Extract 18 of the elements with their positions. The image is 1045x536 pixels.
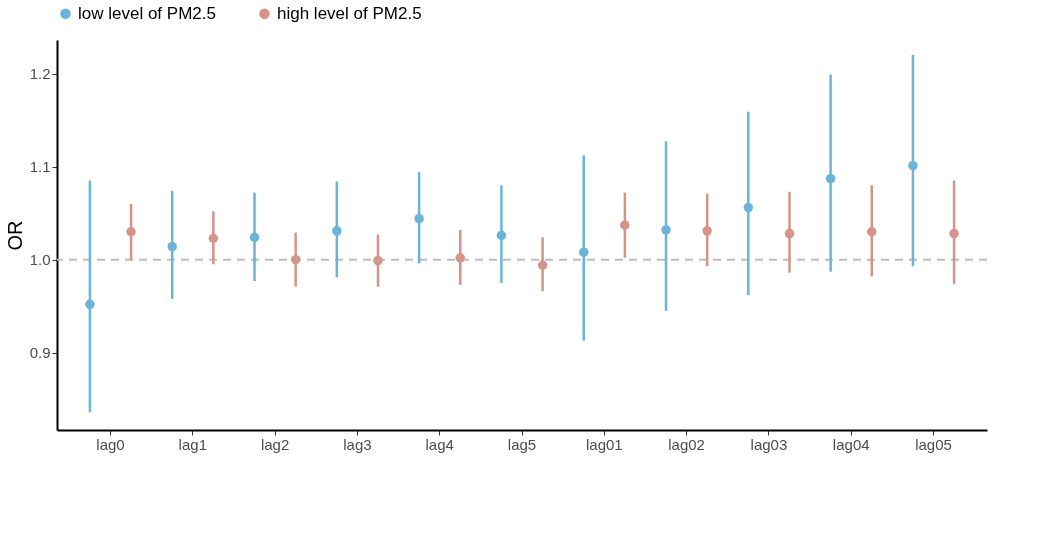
legend-label: high level of PM2.5 [277, 3, 422, 23]
y-tick-label: 1.1 [29, 158, 51, 176]
x-tick-label: lag2 [260, 435, 290, 453]
x-tick-label: lag05 [915, 435, 952, 453]
y-tick-label: 1.2 [29, 65, 51, 83]
y-axis-title: OR [3, 220, 26, 251]
legend-label: low level of PM2.5 [78, 3, 216, 23]
x-tick-label: lag4 [425, 435, 454, 453]
x-tick-label: lag02 [668, 435, 705, 453]
y-tick-label: 1.0 [29, 251, 51, 269]
x-tick-label: lag3 [343, 435, 372, 453]
x-tick-label: lag0 [96, 435, 125, 453]
x-tick-label: lag5 [507, 435, 537, 453]
x-tick-label: lag01 [585, 435, 623, 453]
x-tick-label: lag04 [832, 435, 870, 453]
y-tick-label: 0.9 [29, 344, 51, 362]
x-tick-label: lag03 [750, 435, 788, 453]
x-tick-label: lag1 [178, 435, 207, 453]
